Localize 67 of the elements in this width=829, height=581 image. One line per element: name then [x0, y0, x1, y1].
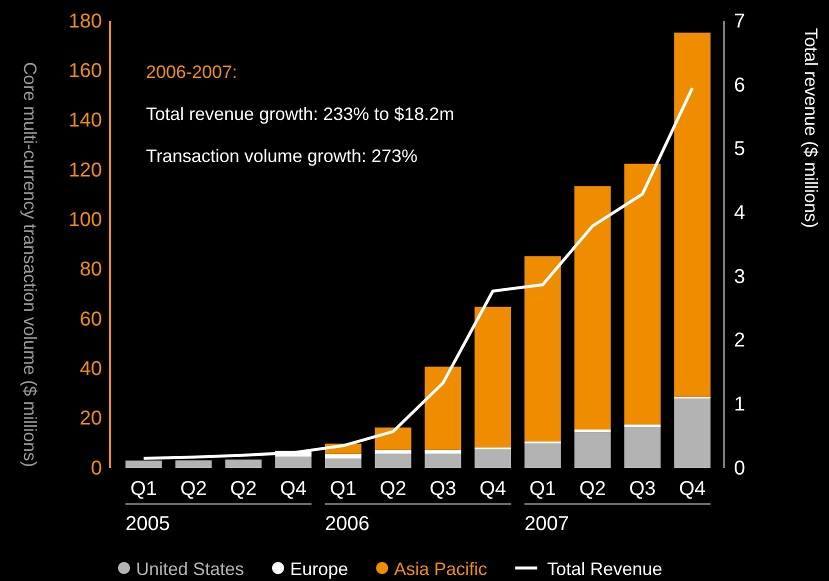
y2-tick-label: 6 [734, 74, 746, 96]
text: 2007 [524, 513, 569, 535]
legend-label: Asia Pacific [394, 559, 488, 579]
text: 2006 [324, 513, 370, 535]
bar [524, 443, 561, 468]
line-series [142, 86, 694, 460]
x-tick-label: Q4 [678, 478, 706, 500]
y2-tick-label: 1 [734, 394, 746, 416]
x-tick-label: Q3 [629, 478, 656, 500]
x-tick-label: Q2 [230, 478, 257, 500]
bar [624, 164, 661, 425]
bar [374, 450, 412, 454]
bar [125, 460, 162, 468]
bar [524, 256, 561, 442]
y-tick-label: 20 [80, 408, 102, 430]
y2-tick-label: 7 [734, 10, 746, 32]
y-tick-label: 120 [68, 159, 102, 182]
text: 2006-2007: [146, 62, 238, 82]
y-tick-label: 80 [80, 258, 102, 281]
bar [424, 450, 462, 454]
y-tick-label: 180 [68, 10, 102, 32]
bar [624, 424, 661, 428]
legend-label: Total Revenue [547, 559, 662, 579]
x-tick-label: Q1 [330, 478, 357, 500]
bar [424, 366, 462, 450]
legend-label: United States [136, 559, 244, 579]
bar [175, 460, 212, 468]
bar [225, 460, 262, 468]
y2-tick-label: 4 [734, 202, 746, 224]
y2-tick-label: 3 [734, 266, 746, 288]
bar [474, 306, 512, 448]
x-tick-label: Q2 [380, 478, 406, 500]
y-tick-label: 100 [68, 209, 102, 232]
legend-label: Europe [290, 559, 348, 579]
x-tick-label: Q3 [430, 478, 456, 500]
bar [574, 432, 611, 468]
y2-tick-label: 5 [734, 138, 746, 160]
y-tick-label: 0 [90, 457, 102, 480]
x-tick-label: Q4 [280, 478, 307, 500]
y2-tick-label: 2 [734, 330, 746, 352]
annotation: Transaction volume growth: 273% [146, 146, 418, 166]
bar [324, 458, 362, 468]
bar [674, 32, 711, 397]
y-axis-title: Core multi-currency transaction volume ($ millions) [20, 62, 40, 468]
y2-tick-label: 0 [734, 457, 746, 480]
y-tick-label: 160 [68, 60, 102, 82]
bar [275, 456, 312, 468]
bar [574, 430, 611, 432]
y2-axis-title: Total revenue ($ millions) [801, 28, 821, 228]
bar [374, 454, 412, 468]
text: 2005 [125, 513, 170, 535]
bar [324, 454, 362, 459]
bar [424, 454, 462, 468]
x-tick-label: Q1 [529, 478, 556, 500]
bar [374, 428, 412, 450]
bar [674, 398, 711, 468]
x-tick-label: Q2 [579, 478, 606, 500]
y-tick-label: 60 [80, 308, 102, 330]
bar [624, 427, 661, 468]
y-tick-label: 140 [68, 110, 102, 132]
bar [574, 186, 611, 430]
x-tick-label: Q2 [180, 478, 207, 500]
x-tick-label: Q1 [130, 478, 158, 500]
x-tick-label: Q4 [479, 478, 506, 500]
y-tick-label: 40 [80, 358, 102, 380]
bar [474, 449, 512, 468]
text: Total revenue growth: 233% to $18.2m [146, 104, 454, 124]
